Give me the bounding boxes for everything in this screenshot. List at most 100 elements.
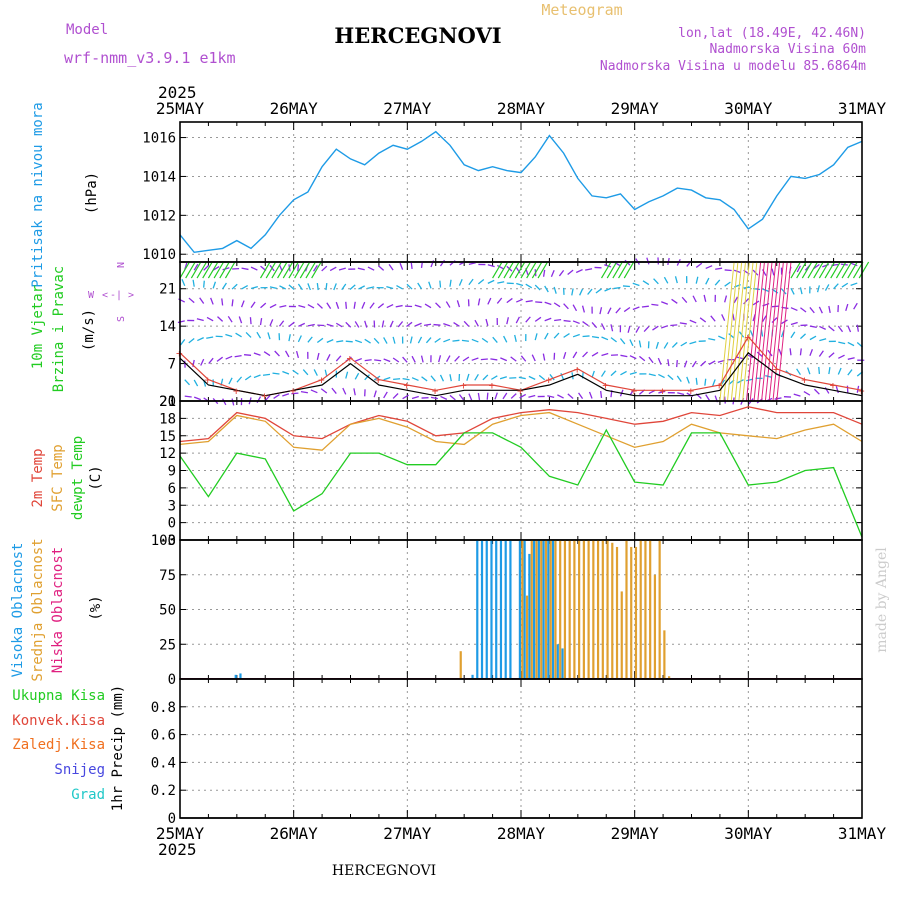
wind-arrow — [804, 392, 810, 396]
wind-arrow — [706, 278, 709, 284]
wind-arrow — [469, 279, 473, 285]
wind-arrow — [791, 332, 795, 338]
wind-arrow — [286, 351, 289, 357]
wind-arrow — [851, 283, 858, 285]
precip-ytick-label: 0.2 — [151, 783, 176, 799]
wind-arrow — [317, 304, 322, 309]
wind-arrow — [497, 282, 504, 283]
wind-arrow — [343, 388, 346, 394]
wind-arrow — [545, 302, 552, 304]
wind-hatch — [777, 262, 791, 401]
wind-arrow — [298, 335, 301, 341]
mid-cloud-bar — [521, 540, 523, 679]
wind-hatch — [765, 262, 779, 401]
wind-arrow — [297, 351, 299, 358]
wind-arrow — [554, 287, 556, 294]
wind-arrow — [848, 370, 852, 376]
wind-strong-arrow — [498, 262, 507, 278]
wind-arrow — [819, 339, 826, 341]
wind-arrow — [232, 399, 234, 406]
wind-strong-arrow — [859, 262, 868, 278]
wind-arrow — [636, 326, 639, 332]
bottom-date-label: 29MAY — [611, 824, 660, 843]
wind-arrow — [355, 359, 362, 362]
wind-arrow — [661, 302, 668, 305]
wind-arrow — [418, 283, 422, 289]
high-cloud-bar — [557, 644, 559, 679]
wind-arrow — [500, 358, 506, 361]
wind-arrow — [696, 263, 702, 267]
wind-legend-lt: < — [102, 290, 108, 301]
wind-arrow — [576, 270, 582, 273]
mid-cloud-bar — [649, 540, 651, 679]
top-date-label: 26MAY — [270, 99, 319, 118]
wind-arrow — [327, 354, 330, 360]
mid-cloud-bar — [597, 540, 599, 679]
wind-arrow — [588, 289, 592, 294]
wind-arrow — [457, 300, 459, 307]
wind-arrow — [365, 321, 367, 328]
bottom-date-label: 26MAY — [270, 824, 319, 843]
wind-arrow — [440, 396, 446, 399]
wind-arrow — [810, 336, 816, 339]
wind-arrow — [431, 376, 435, 381]
wind-arrow — [772, 269, 774, 276]
wind-legend-south: S — [116, 316, 127, 322]
wind-arrow — [791, 308, 797, 311]
wind-arrow — [469, 394, 472, 400]
wind-arrow — [455, 356, 460, 361]
wind-arrow — [393, 379, 400, 380]
bottom-date-label: 25MAY — [156, 824, 205, 843]
wind-arrow — [810, 326, 817, 327]
wind-arrow — [711, 316, 715, 321]
top-date-label: 28MAY — [497, 99, 546, 118]
wind-arrow — [228, 316, 232, 322]
wind-arrow — [592, 322, 597, 327]
wind-hatch — [758, 262, 772, 401]
wind-arrow — [664, 342, 668, 348]
high-cloud-bar — [481, 540, 483, 679]
wind-arrow — [838, 342, 845, 344]
wind-arrow — [204, 281, 205, 288]
mid-cloud-bar — [659, 540, 661, 679]
high-cloud-bar — [547, 540, 549, 679]
wind-gust-marker: + — [659, 384, 666, 397]
wind-arrow — [270, 287, 277, 289]
wind-arrow — [393, 394, 398, 399]
wind-arrow — [193, 280, 194, 287]
wind-hatch — [762, 262, 776, 401]
wind-arrow — [601, 391, 602, 398]
wind-arrow — [649, 374, 656, 376]
bottom-date-label: 27MAY — [383, 824, 432, 843]
wind-arrow — [573, 335, 580, 337]
wind-arrow — [435, 338, 441, 342]
wind-arrow — [620, 338, 624, 343]
wind-arrow — [400, 263, 403, 270]
wind-arrow — [583, 322, 589, 326]
wind-strong-arrow — [791, 262, 800, 278]
model-name: wrf-nmm_v3.9.1 e1km — [64, 49, 236, 67]
wind-hatch — [724, 262, 738, 401]
wind-arrow — [293, 370, 299, 374]
wind-arrow — [672, 343, 677, 348]
wind-arrow — [478, 280, 483, 284]
wind-arrow — [279, 321, 283, 327]
lonlat-label: lon,lat (18.49E, 42.46N) — [678, 26, 866, 41]
pressure-ytick-label: 1014 — [142, 169, 176, 185]
wind-arrow — [346, 341, 353, 342]
wind-arrow — [254, 353, 261, 355]
wind-arrow — [696, 277, 698, 284]
high-cloud-bar — [524, 540, 526, 679]
wind-arrow — [819, 367, 820, 374]
wind-arrow — [384, 378, 391, 380]
mid-cloud-bar — [531, 540, 533, 679]
wind-arrow — [656, 342, 658, 349]
precip-unit: 1hr Precip (mm) — [110, 685, 126, 811]
wind-arrow — [596, 289, 602, 293]
wind-arrow — [493, 337, 498, 342]
wind-gust-marker: + — [830, 379, 837, 392]
wind-gust-marker: + — [432, 384, 439, 397]
wind-arrow — [583, 306, 585, 313]
wind-arrow — [583, 352, 588, 357]
wind-arrow — [206, 337, 213, 338]
